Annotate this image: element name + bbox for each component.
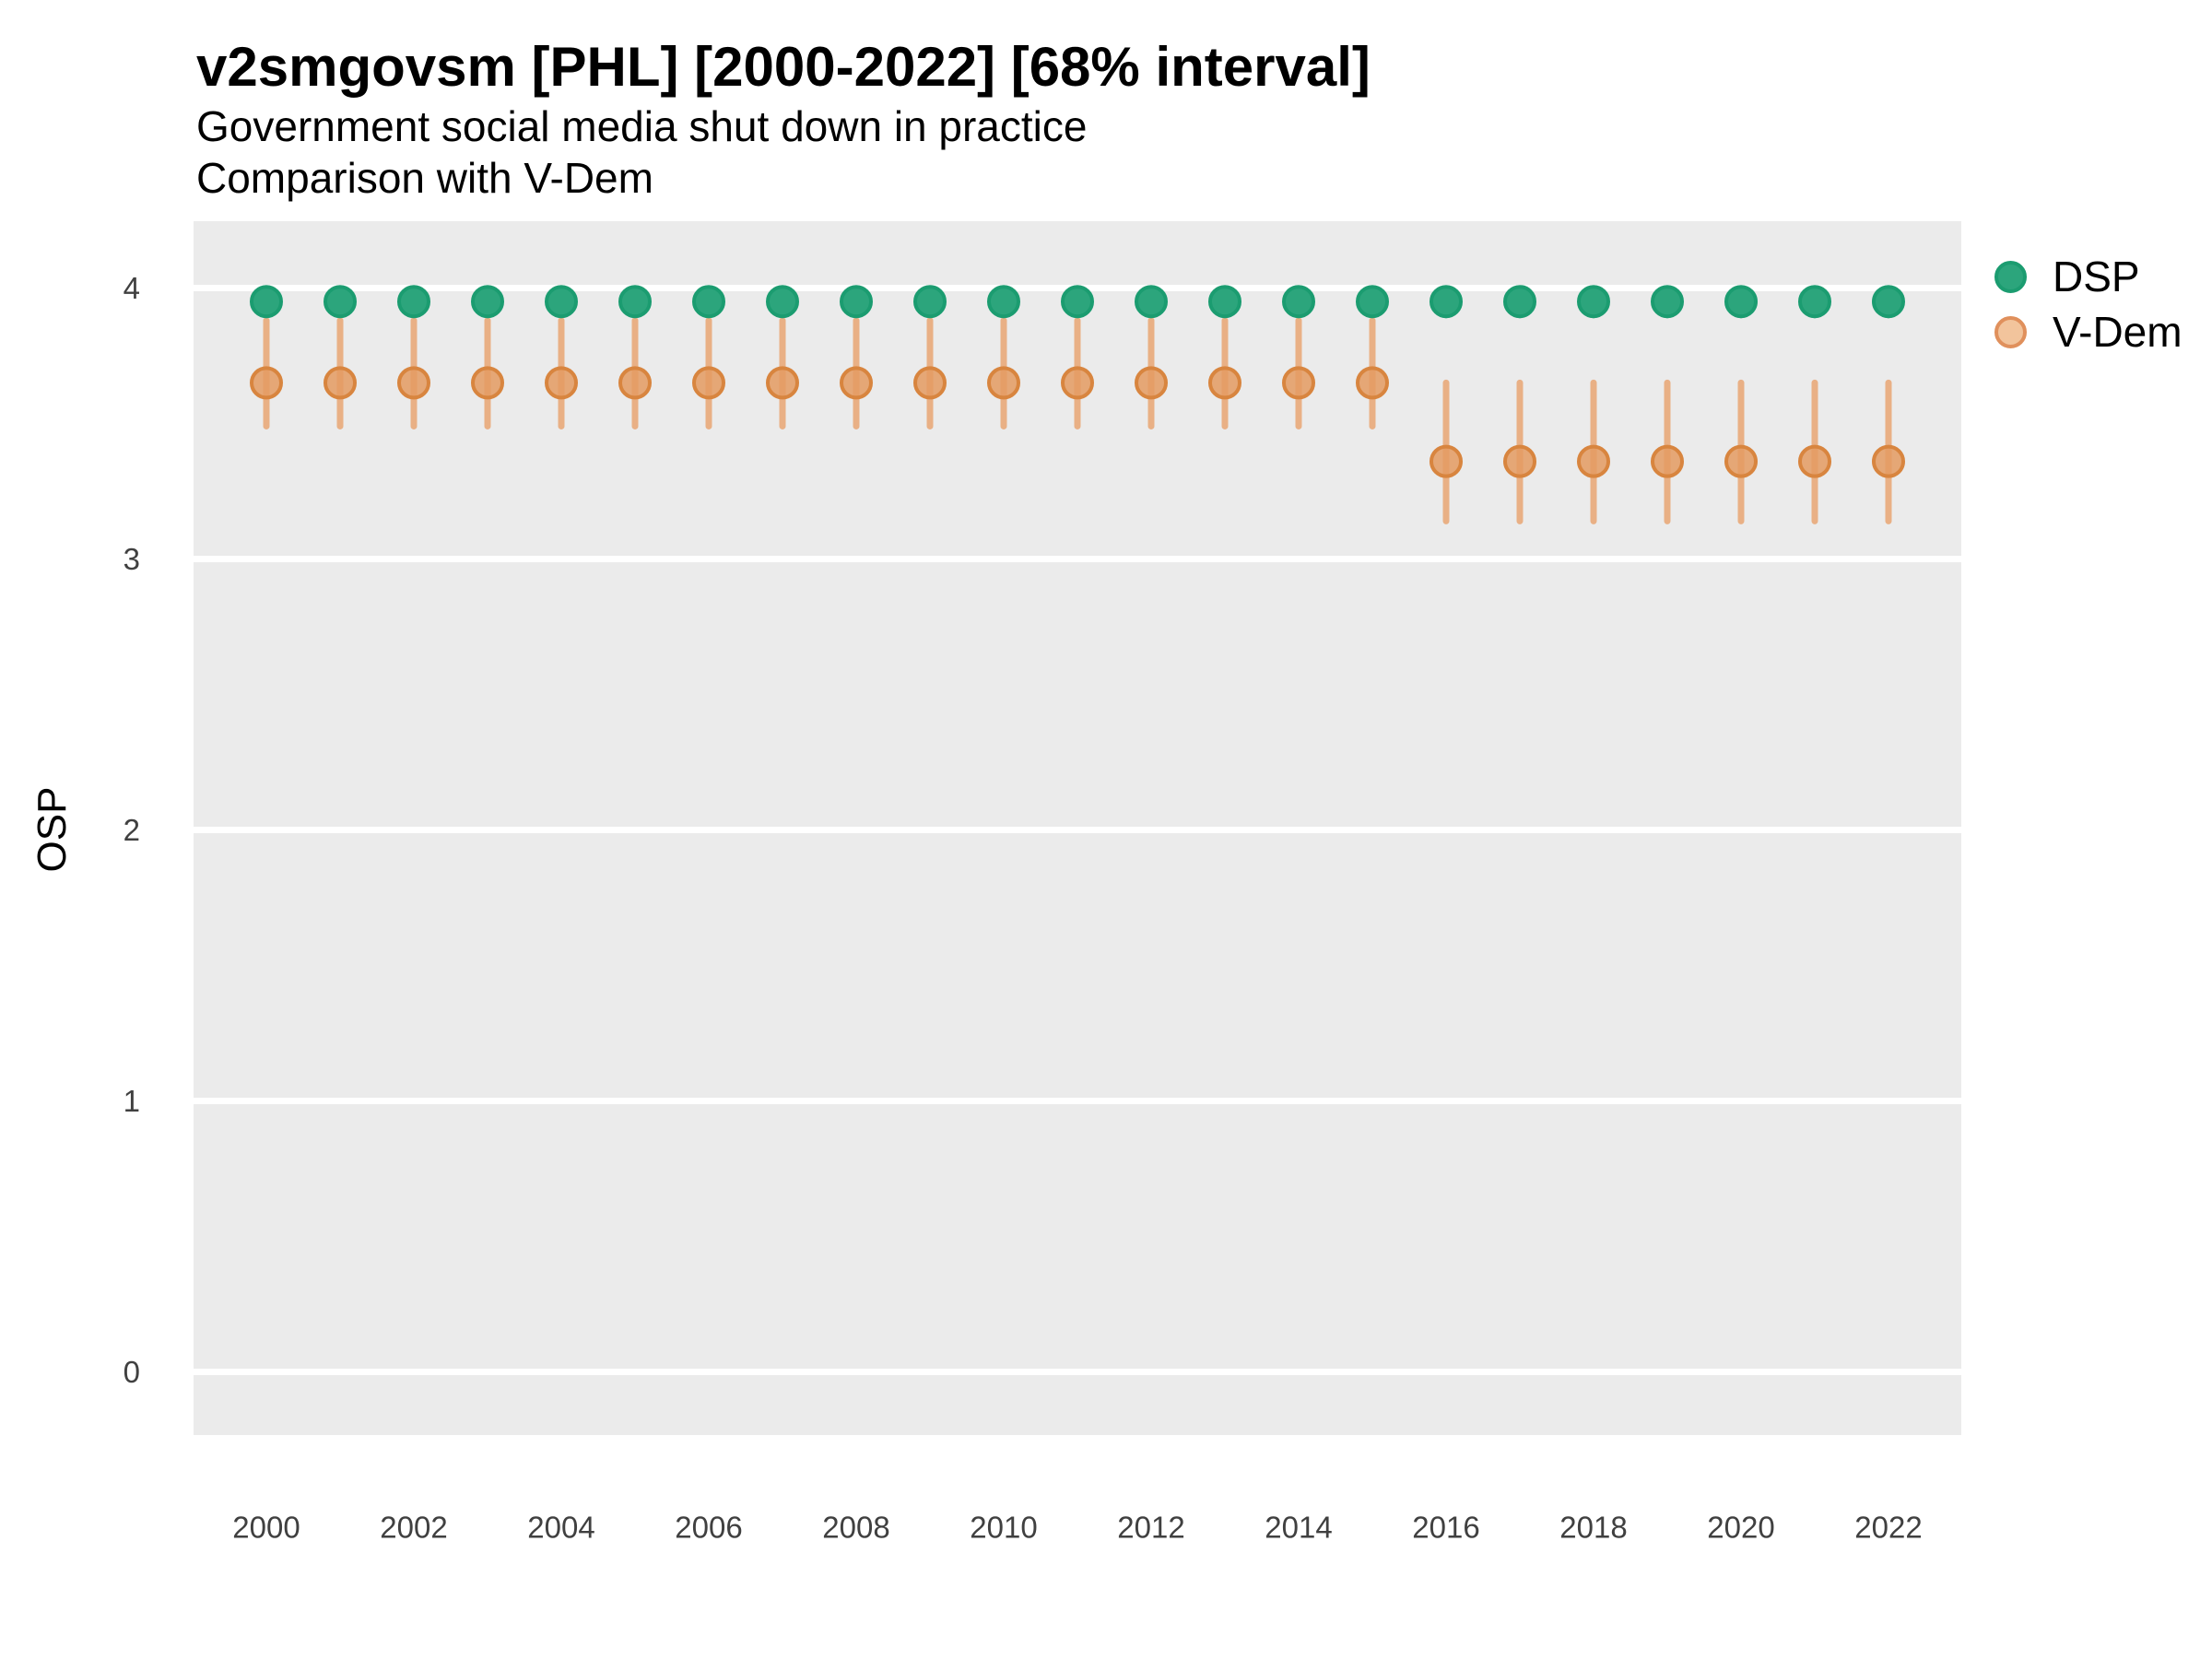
dsp-legend-label: DSP xyxy=(2053,253,2140,300)
vdem-point-2005 xyxy=(618,366,652,400)
dsp-point-2019 xyxy=(1651,285,1684,319)
vdem-point-2002 xyxy=(397,366,430,400)
vdem-point-2014 xyxy=(1282,366,1315,400)
vdem-point-2016 xyxy=(1430,444,1463,478)
dsp-point-2015 xyxy=(1356,285,1389,319)
dsp-point-2008 xyxy=(840,285,873,319)
chart-title: v2smgovsm [PHL] [2000-2022] [68% interva… xyxy=(196,36,1371,98)
vdem-point-2004 xyxy=(545,366,578,400)
dsp-point-2011 xyxy=(1061,285,1094,319)
vdem-point-2003 xyxy=(471,366,504,400)
y-tick-label-1: 1 xyxy=(124,1084,140,1118)
x-tick-label-2002: 2002 xyxy=(380,1511,447,1545)
vdem-point-2012 xyxy=(1135,366,1168,400)
legend-item-dsp: DSP xyxy=(1994,253,2183,300)
dsp-point-2002 xyxy=(397,285,430,319)
vdem-point-2017 xyxy=(1503,444,1536,478)
x-tick-label-2010: 2010 xyxy=(970,1511,1037,1545)
chart-subtitle: Government social media shut down in pra… xyxy=(196,102,1088,150)
vdem-point-2018 xyxy=(1577,444,1610,478)
vdem-point-2019 xyxy=(1651,444,1684,478)
dsp-point-2003 xyxy=(471,285,504,319)
x-tick-label-2020: 2020 xyxy=(1707,1511,1774,1545)
y-tick-label-2: 2 xyxy=(124,813,140,847)
vdem-point-2000 xyxy=(250,366,283,400)
vdem-point-2011 xyxy=(1061,366,1094,400)
chart-subtitle-2: Comparison with V-Dem xyxy=(196,154,653,202)
y-tick-label-3: 3 xyxy=(124,542,140,576)
vdem-point-2009 xyxy=(913,366,947,400)
dsp-point-2010 xyxy=(987,285,1020,319)
dsp-point-2020 xyxy=(1724,285,1758,319)
vdem-point-2020 xyxy=(1724,444,1758,478)
x-tick-label-2008: 2008 xyxy=(822,1511,889,1545)
vdem-point-2021 xyxy=(1798,444,1831,478)
dsp-point-2013 xyxy=(1208,285,1241,319)
dsp-point-2004 xyxy=(545,285,578,319)
dsp-point-2001 xyxy=(324,285,357,319)
vdem-point-2008 xyxy=(840,366,873,400)
dsp-legend-marker-icon xyxy=(1994,260,2027,293)
x-tick-label-2014: 2014 xyxy=(1265,1511,1332,1545)
dsp-point-2005 xyxy=(618,285,652,319)
legend: DSP V-Dem xyxy=(1994,253,2183,356)
dsp-point-2014 xyxy=(1282,285,1315,319)
x-tick-label-2006: 2006 xyxy=(675,1511,742,1545)
vdem-point-2007 xyxy=(766,366,799,400)
vdem-legend-label: V-Dem xyxy=(2053,308,2183,356)
vdem-point-2001 xyxy=(324,366,357,400)
x-tick-label-2012: 2012 xyxy=(1117,1511,1184,1545)
x-tick-label-2022: 2022 xyxy=(1854,1511,1922,1545)
vdem-point-2022 xyxy=(1872,444,1905,478)
x-tick-label-2018: 2018 xyxy=(1559,1511,1627,1545)
dsp-point-2009 xyxy=(913,285,947,319)
dsp-point-2006 xyxy=(692,285,725,319)
dsp-point-2022 xyxy=(1872,285,1905,319)
dsp-point-2000 xyxy=(250,285,283,319)
dsp-point-2012 xyxy=(1135,285,1168,319)
vdem-point-2010 xyxy=(987,366,1020,400)
dsp-point-2018 xyxy=(1577,285,1610,319)
dsp-point-2007 xyxy=(766,285,799,319)
dsp-point-2017 xyxy=(1503,285,1536,319)
dsp-point-2021 xyxy=(1798,285,1831,319)
x-tick-label-2004: 2004 xyxy=(527,1511,594,1545)
vdem-point-2015 xyxy=(1356,366,1389,400)
y-tick-label-4: 4 xyxy=(124,271,140,305)
x-tick-label-2000: 2000 xyxy=(232,1511,300,1545)
vdem-legend-marker-icon xyxy=(1994,315,2027,348)
x-tick-label-2016: 2016 xyxy=(1412,1511,1479,1545)
vdem-point-2006 xyxy=(692,366,725,400)
dsp-point-2016 xyxy=(1430,285,1463,319)
legend-item-vdem: V-Dem xyxy=(1994,308,2183,356)
vdem-point-2013 xyxy=(1208,366,1241,400)
y-tick-label-0: 0 xyxy=(124,1355,140,1389)
